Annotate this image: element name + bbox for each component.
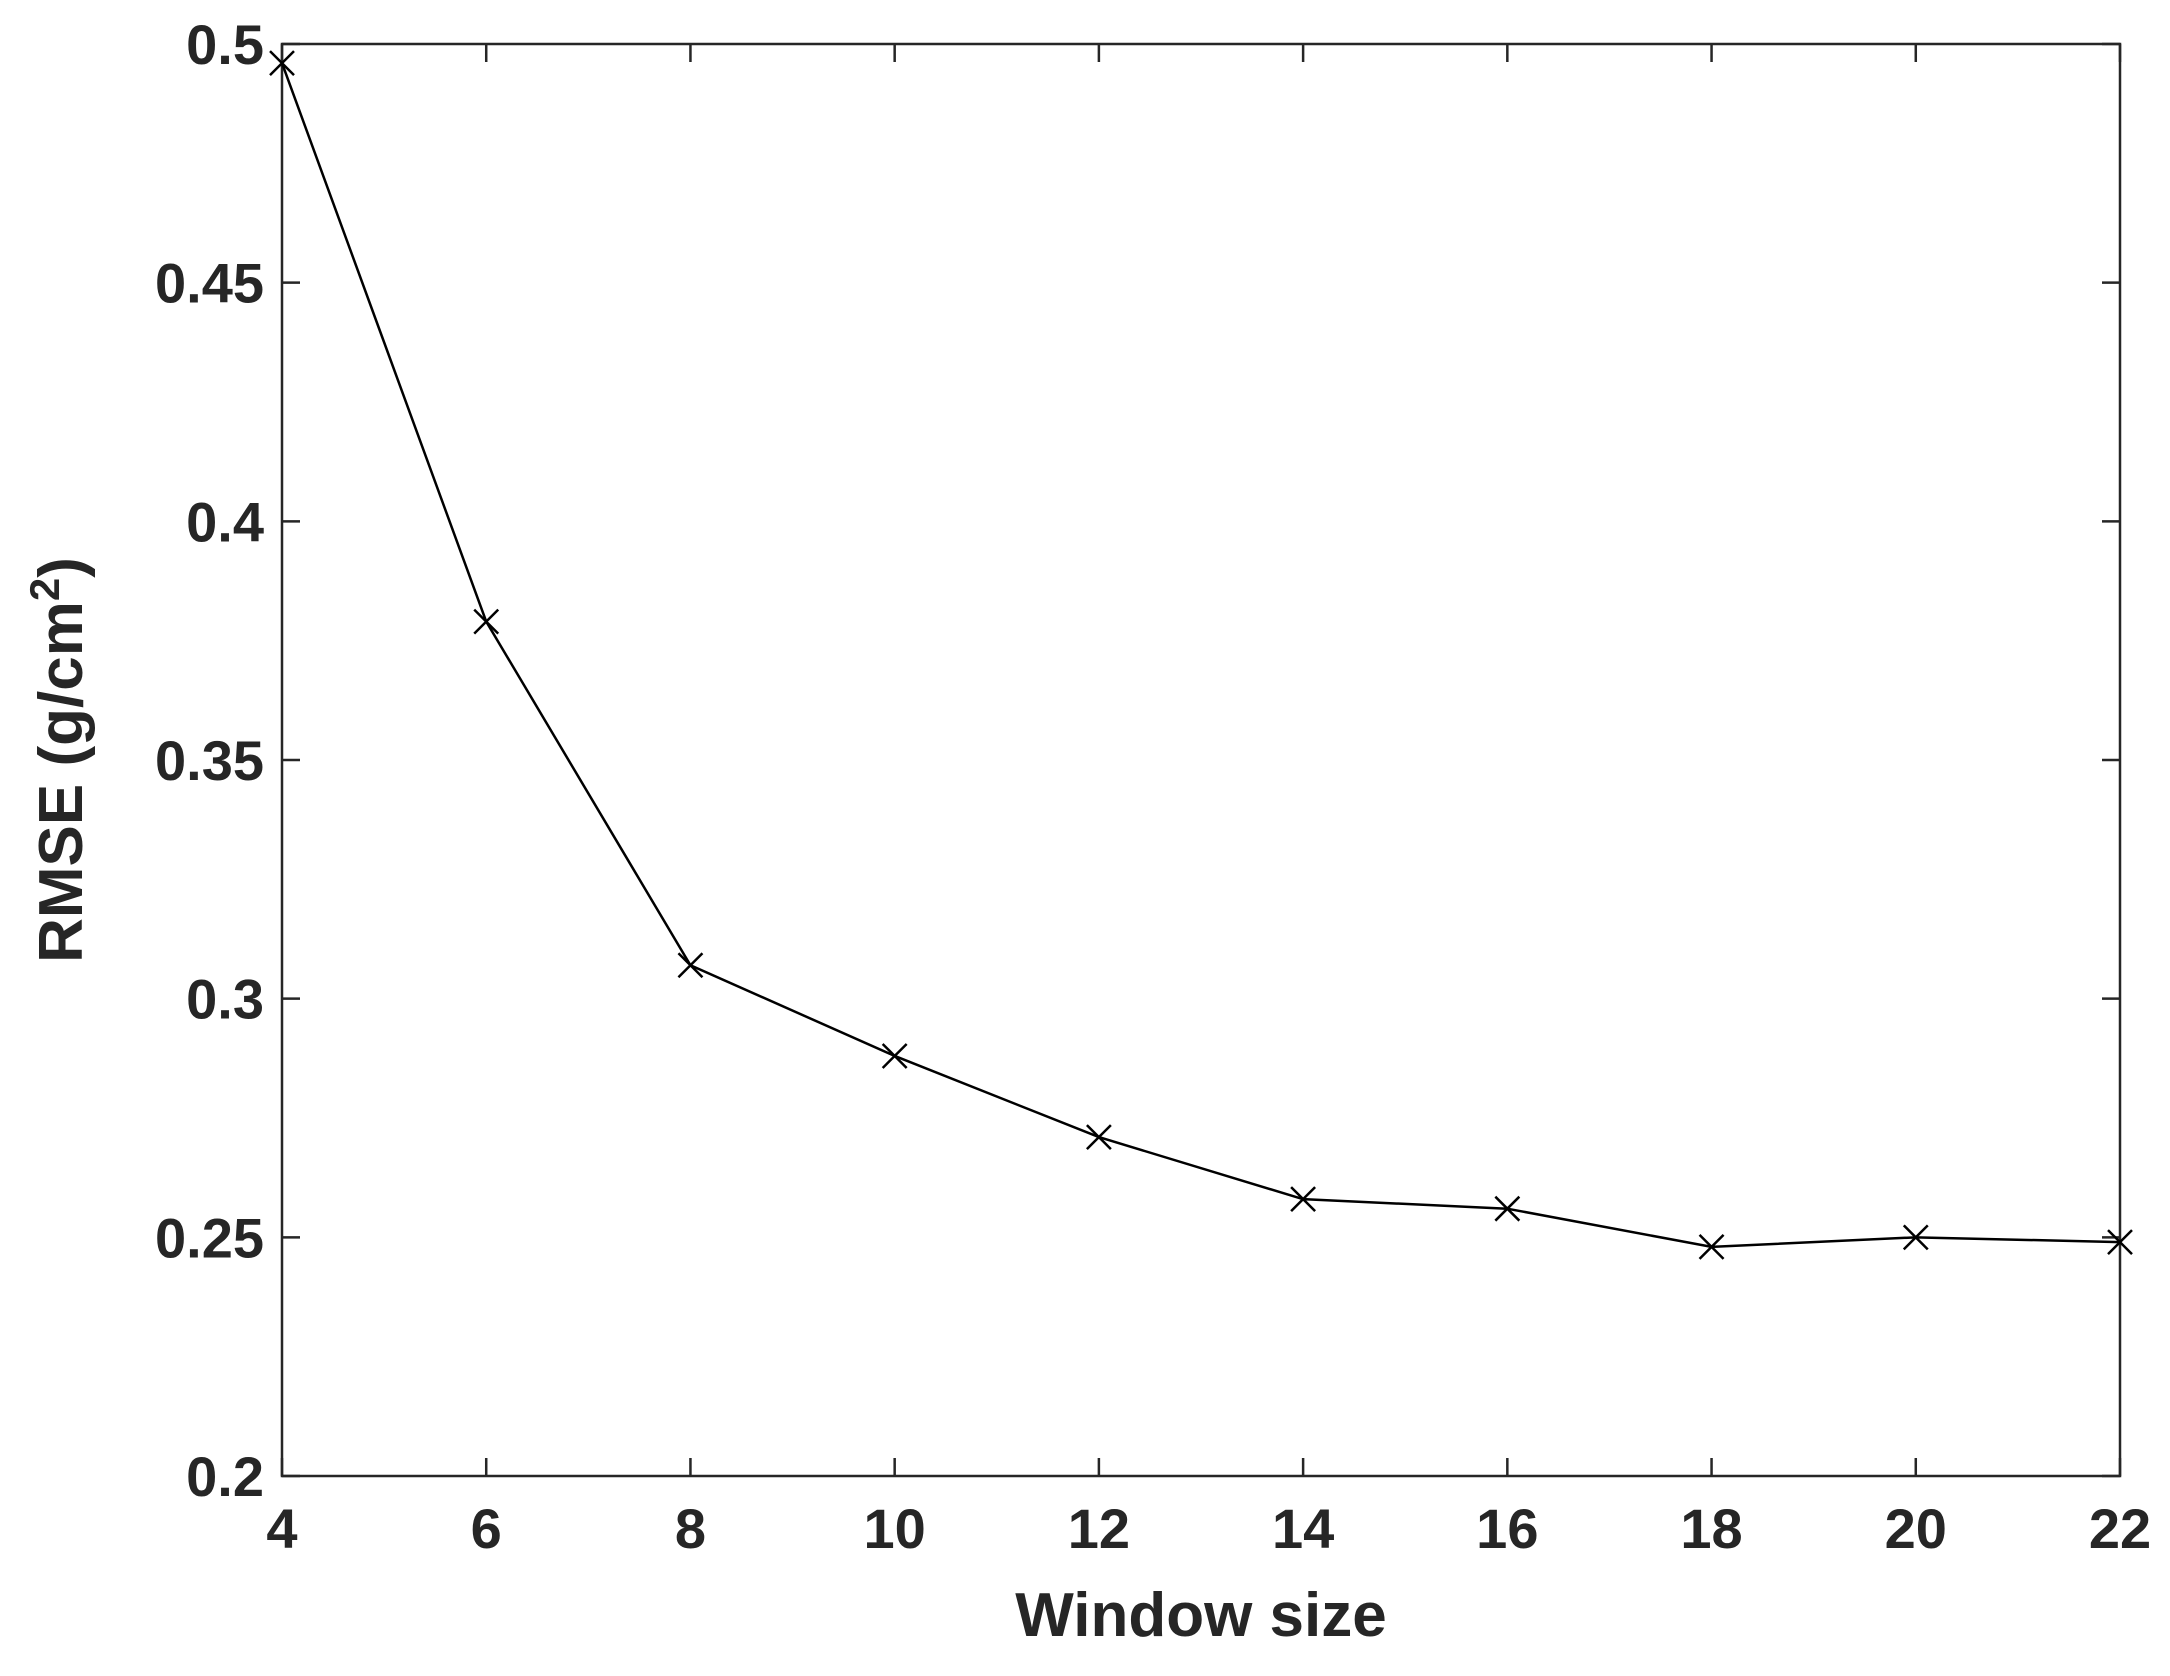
y-tick-label: 0.3: [186, 968, 264, 1031]
data-point-marker: [1086, 1124, 1112, 1150]
x-tick-label: 4: [266, 1497, 297, 1560]
y-gridless-axis: 0.2 0.25 0.3 0.35 0.4 0.45 0.5: [155, 13, 2120, 1508]
data-point-marker: [1902, 1224, 1929, 1251]
series-line: [280, 62, 2121, 1249]
data-point-marker: [881, 1043, 908, 1069]
x-tick-label: 10: [864, 1497, 926, 1560]
plot-frame: [280, 42, 2122, 1478]
x-tick-label: 20: [1885, 1497, 1947, 1560]
y-axis-title-main: RMSE (g/cm: [27, 601, 96, 963]
x-tick-label: 14: [1272, 1497, 1334, 1560]
data-point-marker: [473, 608, 500, 635]
x-axis-title: Window size: [1015, 1581, 1386, 1650]
data-point-marker: [2107, 1229, 2133, 1255]
y-axis-title-close: ): [27, 557, 96, 578]
y-tick-label: 0.2: [186, 1445, 264, 1508]
y-tick-label: 0.4: [186, 490, 264, 553]
y-tick-label: 0.45: [155, 252, 264, 315]
x-tick-label: 18: [1680, 1497, 1742, 1560]
y-tick-label: 0.35: [155, 729, 264, 792]
x-tick-label: 22: [2089, 1497, 2151, 1560]
x-tick-label: 12: [1068, 1497, 1130, 1560]
data-point-marker: [1494, 1195, 1521, 1222]
x-gridless-axis: 4 6 8 10 12 14 16 18 20 22: [266, 44, 2151, 1560]
x-tick-label: 8: [675, 1497, 706, 1560]
x-tick-label: 6: [471, 1497, 502, 1560]
data-point-marker: [1698, 1233, 1725, 1260]
y-tick-label: 0.5: [186, 13, 264, 76]
series-markers: [269, 50, 2133, 1260]
y-tick-label: 0.25: [155, 1206, 264, 1269]
data-point-marker: [1290, 1186, 1316, 1213]
x-tick-label: 16: [1476, 1497, 1538, 1560]
y-axis-title: RMSE (g/cm2): [21, 557, 97, 963]
data-point-marker: [269, 50, 295, 76]
data-point-marker: [677, 952, 704, 979]
y-axis-title-superscript: 2: [21, 578, 68, 601]
